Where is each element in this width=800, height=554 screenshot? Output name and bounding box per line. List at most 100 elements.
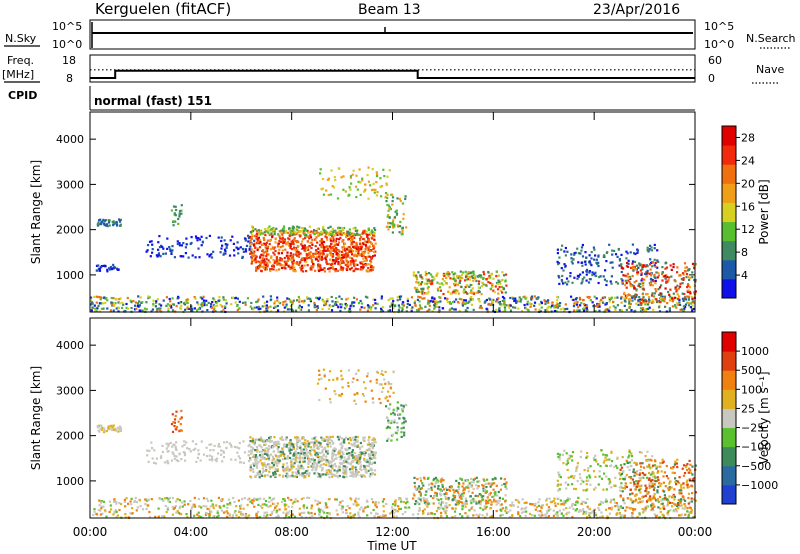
echo-cell: [315, 236, 318, 239]
echo-cell: [310, 261, 314, 264]
echo-cell: [292, 238, 296, 241]
echo-cell: [366, 233, 369, 237]
echo-cell: [315, 296, 318, 299]
echo-cell: [401, 513, 404, 516]
echo-cell: [324, 257, 327, 260]
echo-cell: [580, 249, 583, 252]
echo-cell: [167, 307, 170, 310]
echo-cell: [472, 270, 475, 273]
echo-cell: [434, 303, 437, 306]
echo-cell: [318, 296, 321, 299]
echo-cell: [440, 498, 443, 501]
echo-cell: [134, 304, 137, 307]
echo-cell: [391, 231, 394, 234]
echo-cell: [105, 297, 108, 300]
echo-cell: [690, 296, 693, 299]
echo-cell: [373, 515, 376, 518]
echo-cell: [167, 443, 170, 446]
echo-cell: [258, 256, 262, 259]
echo-cell: [145, 308, 148, 311]
echo-cell: [372, 461, 375, 464]
echo-cell: [669, 288, 672, 291]
echo-cell: [561, 244, 564, 247]
echo-cell: [449, 277, 452, 280]
echo-cell: [333, 462, 337, 465]
echo-cell: [574, 503, 577, 506]
echo-cell: [295, 472, 298, 475]
echo-cell: [309, 460, 312, 463]
echo-cell: [349, 236, 353, 239]
echo-cell: [374, 502, 377, 505]
echo-cell: [261, 467, 264, 470]
echo-cell: [632, 509, 635, 512]
echo-cell: [511, 514, 514, 517]
echo-cell: [158, 254, 161, 257]
echo-cell: [470, 507, 473, 510]
echo-cell: [234, 510, 237, 513]
echo-cell: [549, 501, 552, 504]
echo-cell: [265, 268, 268, 271]
echo-cell: [304, 247, 307, 250]
echo-cell: [269, 248, 272, 251]
echo-cell: [263, 448, 266, 451]
echo-cell: [352, 250, 355, 253]
echo-cell: [353, 455, 356, 458]
echo-cell: [255, 512, 258, 515]
echo-cell: [382, 498, 385, 501]
echo-cell: [317, 264, 320, 267]
echo-cell: [459, 500, 462, 504]
echo-cell: [218, 505, 221, 508]
echo-cell: [290, 255, 293, 258]
echo-cell: [305, 235, 308, 238]
echo-cell: [276, 440, 279, 443]
echo-cell: [315, 308, 318, 312]
echo-cell: [577, 252, 580, 255]
echo-cell: [113, 511, 116, 514]
echo-cell: [279, 450, 282, 453]
echo-cell: [422, 499, 426, 502]
echo-cell: [388, 225, 391, 228]
echo-cell: [330, 242, 333, 245]
echo-cell: [338, 462, 342, 465]
echo-cell: [395, 213, 398, 216]
echo-cell: [255, 464, 259, 467]
echo-cell: [250, 262, 253, 265]
echo-cell: [444, 297, 447, 300]
echo-cell: [335, 246, 338, 250]
echo-cell: [264, 267, 267, 270]
echo-cell: [355, 298, 358, 301]
echo-cell: [172, 303, 175, 306]
echo-cell: [395, 212, 399, 215]
echo-cell: [362, 436, 365, 439]
echo-cell: [266, 452, 269, 455]
echo-cell: [596, 302, 599, 306]
echo-cell: [114, 222, 117, 225]
echo-cell: [168, 497, 171, 500]
echo-cell: [470, 303, 473, 306]
echo-cell: [342, 461, 345, 464]
echo-cell: [655, 298, 658, 301]
echo-cell: [401, 226, 404, 229]
echo-cell: [223, 239, 226, 242]
echo-cell: [298, 512, 301, 515]
echo-cell: [256, 300, 259, 303]
echo-cell: [651, 265, 654, 268]
echo-cell: [595, 258, 598, 261]
echo-cell: [165, 296, 168, 299]
echo-cell: [686, 286, 689, 289]
echo-cell: [191, 506, 194, 509]
echo-cell: [301, 457, 305, 460]
echo-cell: [648, 306, 651, 309]
echo-cell: [394, 210, 397, 213]
echo-cell: [228, 513, 231, 516]
echo-cell: [685, 266, 689, 269]
echo-cell: [345, 248, 349, 251]
echo-cell: [533, 504, 536, 507]
echo-cell: [355, 229, 358, 232]
echo-cell: [334, 474, 337, 477]
echo-cell: [659, 510, 662, 513]
echo-cell: [269, 504, 272, 507]
echo-cell: [678, 298, 681, 301]
echo-cell: [344, 449, 347, 452]
echo-cell: [183, 440, 186, 443]
